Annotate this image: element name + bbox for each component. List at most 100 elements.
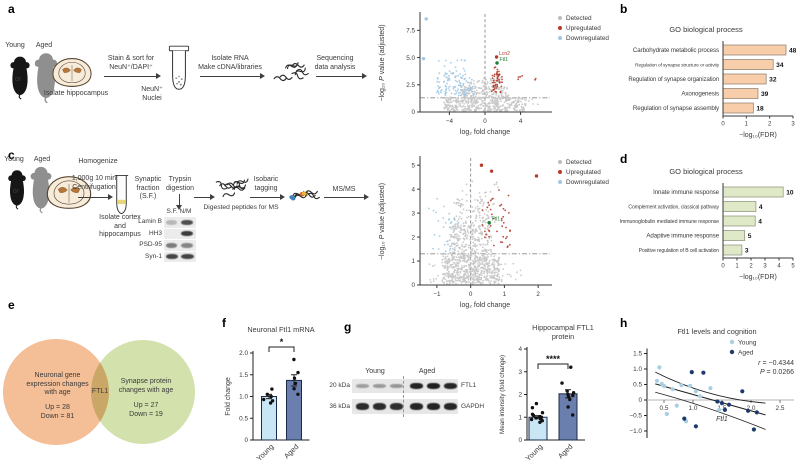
svg-text:34: 34: [776, 62, 784, 69]
svg-text:GO biological process: GO biological process: [669, 25, 743, 34]
svg-text:Ftl1: Ftl1: [492, 217, 501, 223]
svg-text:48: 48: [789, 47, 797, 54]
panel-b-label: b: [620, 2, 628, 16]
synaptic-fraction-label: Synaptic fraction (S.F.): [131, 176, 165, 202]
svg-text:2: 2: [518, 392, 522, 399]
seq-line2: data analysis: [314, 63, 356, 71]
venn-left-label: Neuronal gene expression changes with age: [10, 372, 105, 398]
svg-text:Carbohydrate metabolic process: Carbohydrate metabolic process: [633, 47, 719, 54]
svg-text:Detected: Detected: [566, 159, 592, 166]
svg-text:5.0: 5.0: [406, 55, 415, 62]
svg-text:1: 1: [503, 291, 507, 298]
svg-text:−4: −4: [446, 118, 454, 125]
svg-text:0: 0: [518, 437, 522, 444]
stain-sort-label: Stain & sort for NeuN⁺/DAPI⁺: [96, 55, 166, 72]
band: [181, 242, 193, 248]
svg-text:−1: −1: [433, 291, 441, 298]
gblot-kda-20: 20 kDa: [329, 381, 350, 389]
tube-icon-a: [168, 45, 190, 90]
blot-row-label-syn1: Syn-1: [145, 252, 162, 260]
band: [373, 403, 386, 410]
svg-text:1.0: 1.0: [633, 366, 642, 373]
svg-text:3: 3: [791, 122, 795, 128]
svg-text:1: 1: [411, 258, 415, 265]
isolate-cortex-label: Isolate cortex and hippocampus: [70, 214, 170, 240]
rna-line2: Make cDNA/libraries: [198, 63, 262, 71]
svg-text:Downregulated: Downregulated: [566, 35, 609, 42]
svg-text:2.0: 2.0: [239, 350, 248, 357]
neun-nuclei-label: NeuN⁺ Nuclei: [136, 86, 168, 103]
svg-text:2.0: 2.0: [747, 405, 756, 412]
svg-text:0: 0: [721, 122, 725, 128]
svg-text:****: ****: [546, 354, 561, 364]
svg-text:3: 3: [763, 264, 767, 270]
venn-right-down: Down = 19: [129, 411, 163, 418]
svg-text:Young: Young: [738, 340, 757, 347]
svg-text:r = −0.4344: r = −0.4344: [758, 360, 794, 367]
gblot-ftl1-row: [352, 379, 458, 393]
band: [181, 231, 193, 236]
svg-text:Ftl1: Ftl1: [500, 57, 509, 63]
svg-text:0.5: 0.5: [633, 382, 642, 389]
svg-text:Ftl1 levels and cognition: Ftl1 levels and cognition: [677, 327, 756, 336]
svg-text:Downregulated: Downregulated: [566, 179, 609, 186]
centrifuge-line1: 1,000g 10 min: [71, 175, 117, 182]
svg-text:4: 4: [758, 218, 762, 225]
svg-text:0: 0: [411, 109, 415, 116]
volcano-plot-neuronal-rna: Lcn2 Ftl1 0 2.5 5.0 7.5 −4 0 4 log₂ fold change −l…: [372, 0, 612, 148]
svg-text:protein: protein: [552, 332, 574, 341]
msms-label: MS/MS: [332, 186, 356, 193]
svg-text:Innate immune response: Innate immune response: [653, 189, 720, 196]
svg-text:Aged: Aged: [556, 442, 574, 460]
svg-text:−log₁₀(FDR): −log₁₀(FDR): [739, 132, 777, 139]
volcano-plot-synaptic-proteome: Ftl1 0 1 2 3 4 5 −1 0 1 2 log₂ fold change −log₁₀ P …: [372, 150, 612, 312]
gblot-target-gapdh: GAPDH: [461, 403, 485, 410]
sequencing-label: Sequencing data analysis: [302, 55, 368, 72]
band: [181, 219, 193, 225]
blot-band-row-syn1: [164, 251, 196, 262]
venn-left-line3: with age: [44, 389, 71, 397]
arrow-trypsin-down: [175, 194, 183, 210]
svg-text:4: 4: [411, 186, 415, 193]
svg-text:4: 4: [759, 204, 763, 211]
svg-text:Upregulated: Upregulated: [566, 25, 601, 32]
svg-text:5: 5: [748, 233, 752, 240]
svg-text:Complement activation, classic: Complement activation, classical pathway: [628, 205, 719, 211]
svg-text:1: 1: [518, 414, 522, 421]
gblot-young-label: Young: [365, 368, 385, 375]
panel-e-label: e: [8, 298, 15, 312]
panel-h-label: h: [620, 316, 628, 330]
gblot-kda-36: 36 kDa: [329, 402, 350, 410]
rna-line1: Isolate RNA: [211, 55, 249, 62]
aged-label-c: Aged: [33, 156, 51, 163]
svg-text:GO biological process: GO biological process: [669, 167, 743, 176]
venn-circle-right: [91, 340, 195, 444]
isolate-c-line1: Isolate cortex: [99, 214, 141, 221]
svg-text:Upregulated: Upregulated: [566, 169, 601, 176]
isobaric-line1: Isobaric: [253, 176, 279, 183]
svg-text:1.0: 1.0: [239, 394, 248, 401]
centrifugation-label: 1,000g 10 min Centrifugation: [62, 175, 126, 192]
go-barchart-proteome: GO biological process Innate immune respo…: [616, 152, 800, 292]
svg-text:0: 0: [483, 118, 487, 125]
or-label-a: or: [14, 76, 22, 83]
centrifuge-tube-icon: [114, 174, 129, 215]
panel-a-label: a: [8, 2, 15, 16]
svg-text:log₂ fold change: log₂ fold change: [460, 302, 510, 309]
svg-text:0.5: 0.5: [239, 415, 248, 422]
sort-line1: Stain & sort for: [107, 55, 155, 62]
svg-text:0.5: 0.5: [660, 405, 669, 412]
band: [410, 383, 423, 389]
svg-text:0: 0: [469, 291, 473, 298]
svg-text:Neuronal Ftl1 mRNA: Neuronal Ftl1 mRNA: [247, 325, 314, 334]
trypsin-line2: digestion: [165, 184, 195, 192]
nuclei-line1: NeuN⁺: [141, 86, 163, 93]
isolate-c-line3: hippocampus: [99, 231, 141, 239]
svg-text:0: 0: [411, 282, 415, 289]
svg-text:5: 5: [791, 264, 795, 270]
panel-f-label: f: [222, 316, 226, 330]
svg-text:4: 4: [518, 346, 522, 353]
band: [444, 403, 457, 410]
band: [427, 383, 440, 389]
